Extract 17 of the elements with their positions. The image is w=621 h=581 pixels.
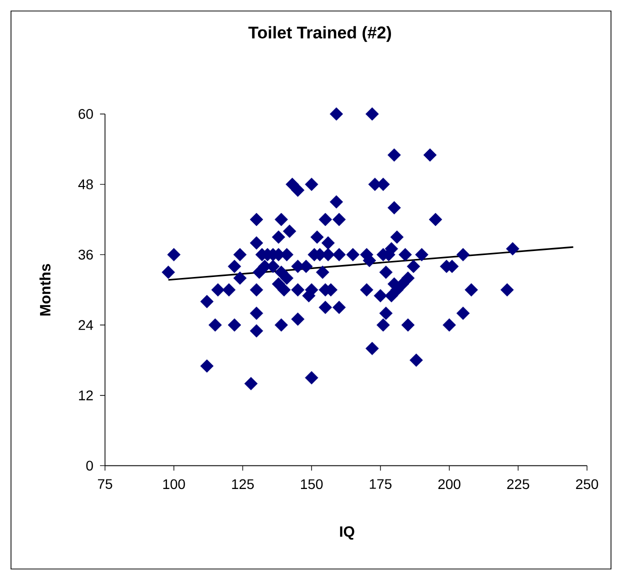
x-tick-label: 175 — [370, 479, 392, 489]
x-axis-title: IQ — [340, 526, 354, 540]
x-tick-label: 125 — [232, 479, 254, 490]
x-tick-label: 150 — [301, 479, 323, 490]
x-tick-label: 225 — [507, 479, 530, 490]
x-tick-label: 75 — [98, 479, 112, 489]
x-tick-label: 100 — [163, 479, 185, 490]
y-tick-label: 24 — [78, 320, 94, 330]
y-tick-label: 12 — [79, 390, 93, 400]
y-tick-label: 60 — [78, 109, 93, 119]
x-tick-label: 200 — [438, 479, 460, 490]
y-tick-label: 36 — [78, 250, 93, 260]
chart-title: Toilet Trained (#2) — [248, 26, 391, 42]
x-tick-label: 250 — [576, 479, 598, 490]
y-tick-label: 48 — [78, 179, 93, 190]
y-tick-label: 0 — [86, 460, 93, 471]
y-axis-title: Months — [40, 264, 50, 316]
